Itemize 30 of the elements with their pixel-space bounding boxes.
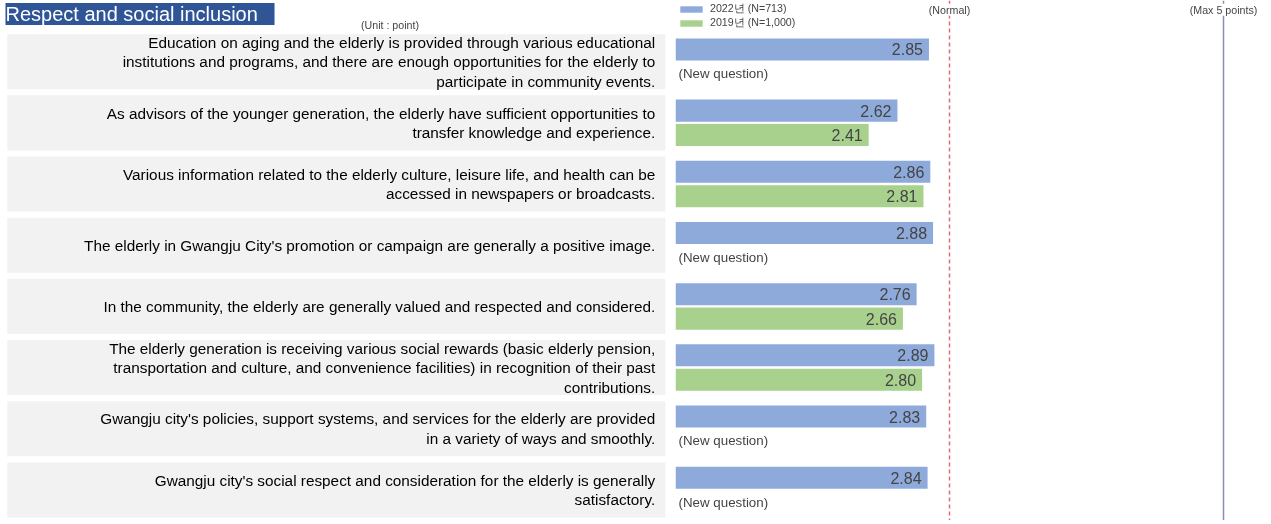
y-tick-label: In the community, the elderly are generally valued and respected and considered. (103, 297, 656, 315)
annotation: (New question) (678, 433, 769, 449)
data-label: 2.81 (886, 188, 918, 206)
annotation: (New question) (678, 66, 769, 82)
annotation: (New question) (678, 249, 769, 265)
data-label: 2.62 (860, 102, 892, 120)
y-tick-label: Education on aging and the elderly is provided through various educational institutions and programs, and there are enough opportunities for the elderly to participate in community events. (122, 33, 656, 90)
data-label: 2.41 (831, 127, 863, 145)
data-label: 2.88 (895, 224, 928, 242)
y-tick-label: The elderly generation is receiving various social rewards (basic elderly pension, transportation and culture, and convenience facilities) in recognition of their past contributions. (109, 339, 656, 396)
data-label: 2.76 (879, 286, 911, 304)
y-tick-label: Gwangju city's social respect and consideration for the elderly is generally satisfactory. (154, 471, 656, 509)
data-label: 2.86 (893, 163, 925, 181)
data-label: 2.83 (889, 408, 921, 426)
data-label: 2.85 (891, 41, 924, 59)
y-tick-label: Gwangju city's policies, support systems, and services for the elderly are provided in a variety of ways and smoothly. (100, 410, 656, 448)
legend-label: 2019년 (N=1,000) (710, 16, 796, 30)
data-label: 2.84 (890, 469, 922, 487)
data-label: 2.80 (884, 371, 917, 389)
ref-line-label: (Normal) (928, 3, 971, 16)
ref-line-label: (Max 5 points) (1189, 3, 1258, 16)
y-tick-label: The elderly in Gwangju City's promotion or campaign are generally a positive image. (84, 236, 656, 254)
text: (Unit : point) (360, 18, 420, 31)
y-tick-label: As advisors of the younger generation, the elderly have sufficient opportunities to transfer knowledge and experience. (106, 104, 656, 142)
data-label: 2.89 (897, 347, 929, 365)
annotation: (New question) (678, 494, 769, 510)
y-tick-label: Various information related to the elderly culture, leisure life, and health can be accessed in newspapers or broadcasts. (123, 165, 656, 203)
text: Respect and social inclusion (5, 2, 258, 25)
data-label: 2.66 (865, 310, 898, 328)
legend-label: 2022년 (N=713) (710, 2, 787, 16)
